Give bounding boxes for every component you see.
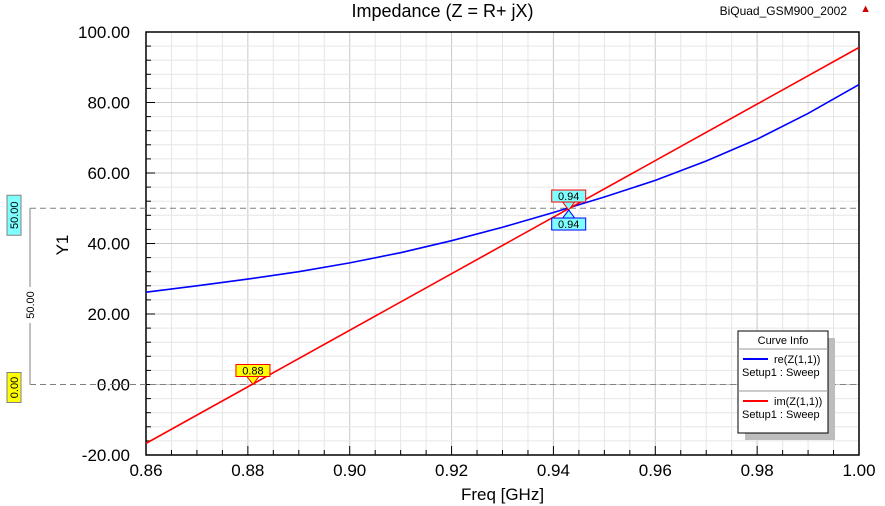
- legend-entry-name: im(Z(1,1)): [774, 396, 822, 408]
- x-axis-label: Freq [GHz]: [461, 485, 544, 504]
- plot-frame: [145, 31, 860, 456]
- marker-label-box: [551, 189, 587, 203]
- chart-title: Impedance (Z = R+ jX): [351, 1, 534, 21]
- x-tick-label: 0.88: [231, 461, 264, 480]
- x-tick-label: 0.86: [129, 461, 162, 480]
- legend-entry-setup: Setup1 : Sweep: [742, 367, 820, 379]
- legend-box: [737, 330, 829, 434]
- reference-label: 50.00: [9, 201, 21, 229]
- x-tick-label: 0.90: [333, 461, 366, 480]
- reference-label-box: [6, 372, 22, 403]
- y-tick-label: 40.00: [87, 235, 130, 254]
- marker-label: 0.88: [242, 366, 263, 378]
- delta-bg: [24, 287, 36, 323]
- legend-entry-setup: Setup1 : Sweep: [742, 409, 820, 421]
- x-tick-label: 0.94: [537, 461, 570, 480]
- reference-label: 0.00: [9, 377, 21, 398]
- marker-label-pointer: [246, 376, 260, 386]
- y-tick-label: 20.00: [87, 305, 130, 324]
- y-tick-label: 80.00: [87, 94, 130, 113]
- marker-label: 0.94: [558, 191, 579, 203]
- delta-label: 50.00: [25, 291, 37, 319]
- y-tick-label: 100.00: [78, 23, 130, 42]
- legend-title: Curve Info: [758, 335, 809, 347]
- x-tick-label: 0.96: [639, 461, 672, 480]
- marker-label: 0.94: [558, 219, 579, 231]
- x-tick-label: 0.92: [435, 461, 468, 480]
- logo-icon: ▲: [860, 3, 871, 15]
- legend-entry-name: re(Z(1,1)): [774, 354, 820, 366]
- reference-label-box: [6, 194, 22, 236]
- project-name: BiQuad_GSM900_2002: [719, 4, 847, 18]
- series-line-im: [145, 46, 860, 445]
- marker-label-pointer: [562, 209, 576, 219]
- series-line-re: [145, 83, 860, 293]
- y-tick-label: 60.00: [87, 164, 130, 183]
- marker-label-box: [235, 364, 271, 377]
- x-tick-label: 1.00: [842, 461, 875, 480]
- y-tick-label: -20.00: [82, 446, 130, 465]
- x-tick-label: 0.98: [741, 461, 774, 480]
- marker-label-box: [551, 217, 587, 231]
- y-axis-label: Y1: [53, 235, 72, 256]
